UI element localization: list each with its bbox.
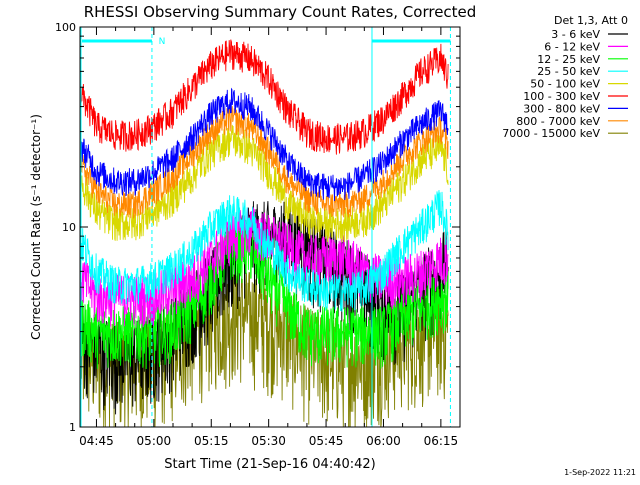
legend-label: 12 - 25 keV (537, 53, 600, 66)
legend-label: 100 - 300 keV (523, 90, 600, 103)
series-line-100-300-kev (80, 39, 449, 155)
series-line-300-800-kev (80, 87, 449, 202)
x-tick-label: 04:45 (79, 434, 114, 448)
data-traces (80, 39, 449, 428)
y-tick-label: 100 (55, 21, 76, 34)
legend-label: 6 - 12 keV (544, 40, 600, 53)
series-line-800-7000-kev (80, 106, 449, 219)
x-tick-label: 05:00 (137, 434, 172, 448)
legend-label: 800 - 7000 keV (516, 115, 600, 128)
x-tick-label: 05:45 (309, 434, 344, 448)
x-axis-label: Start Time (21-Sep-16 04:40:42) (164, 457, 375, 472)
x-tick-label: 06:15 (424, 434, 459, 448)
footer-timestamp: 1-Sep-2022 11:21 (564, 468, 636, 477)
x-tick-label: 06:00 (366, 434, 401, 448)
y-axis-label: Corrected Count Rate (s⁻¹ detector⁻¹) (29, 114, 43, 340)
x-tick-label: 05:15 (194, 434, 229, 448)
legend-label: 300 - 800 keV (523, 102, 600, 115)
legend-label: 50 - 100 keV (530, 78, 600, 91)
y-axis: 1 10 100 (55, 21, 460, 434)
x-tick-label: 05:30 (251, 434, 286, 448)
detector-header: Det 1,3, Att 0 (554, 14, 628, 27)
series-line-50-100-kev (80, 124, 449, 243)
night-label: N (159, 37, 166, 47)
legend-label: 3 - 6 keV (551, 28, 600, 41)
legend-label: 7000 - 15000 keV (502, 127, 600, 140)
series-line-25-50-kev (80, 190, 449, 312)
legend-label: 25 - 50 keV (537, 65, 600, 78)
chart-title: RHESSI Observing Summary Count Rates, Co… (84, 3, 477, 21)
y-tick-label: 1 (69, 421, 76, 434)
x-axis: 04:45 05:00 05:15 05:30 05:45 06:00 06:15 (79, 27, 461, 448)
y-tick-label: 10 (62, 221, 76, 234)
